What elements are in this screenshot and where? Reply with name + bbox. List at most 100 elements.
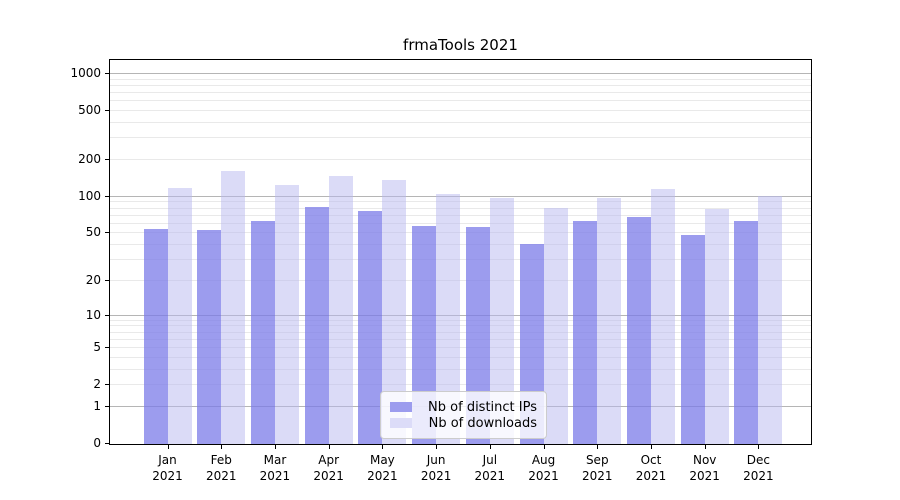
y-tick-mark: [105, 384, 109, 386]
minor-gridline: [110, 244, 811, 246]
y-tick-mark: [105, 443, 109, 444]
bar-sep-distinct-ips: [573, 221, 598, 444]
minor-gridline: [110, 338, 811, 340]
x-tick-mark: [543, 445, 545, 449]
minor-gridline: [110, 159, 811, 161]
minor-gridline: [110, 207, 811, 209]
y-tick-mark: [105, 405, 109, 407]
y-tick-label: 10: [85, 307, 101, 322]
x-tick-label-jan: Jan 2021: [152, 453, 183, 483]
x-tick-mark: [758, 445, 760, 449]
bar-dec-downloads: [758, 195, 783, 444]
x-tick-mark: [704, 445, 706, 449]
x-tick-label-feb: Feb 2021: [205, 453, 237, 483]
minor-gridline: [110, 100, 811, 102]
x-tick-label-jun: Jun 2021: [420, 453, 452, 483]
y-tick-mark: [105, 232, 109, 234]
minor-gridline: [110, 78, 811, 80]
legend-item-distinct-ips: Nb of distinct IPs: [390, 399, 537, 415]
bar-jan-downloads: [167, 188, 192, 444]
legend-swatch-downloads: [390, 418, 412, 428]
bar-apr-distinct-ips: [304, 207, 329, 444]
x-tick-label-dec: Dec 2021: [743, 453, 774, 483]
legend-label-downloads: Nb of downloads: [428, 415, 537, 431]
y-tick-label: 100: [78, 188, 101, 203]
y-tick-mark: [105, 110, 109, 112]
minor-gridline: [110, 232, 811, 234]
legend-swatch-distinct-ips: [390, 402, 412, 412]
x-tick-mark: [274, 445, 276, 449]
minor-gridline: [110, 137, 811, 139]
bar-oct-distinct-ips: [626, 217, 651, 444]
minor-gridline: [110, 110, 811, 112]
bar-mar-downloads: [274, 185, 299, 444]
y-tick-label: 5: [93, 340, 101, 355]
bar-feb-downloads: [221, 170, 246, 444]
chart-title: frmaTools 2021: [403, 36, 518, 54]
x-tick-mark: [221, 445, 223, 449]
x-tick-label-aug: Aug 2021: [528, 453, 559, 483]
x-tick-mark: [167, 445, 169, 449]
y-tick-label: 1: [93, 398, 101, 413]
minor-gridline: [110, 368, 811, 370]
minor-gridline: [110, 319, 811, 321]
bar-feb-distinct-ips: [197, 230, 222, 444]
minor-gridline: [110, 279, 811, 281]
x-tick-mark: [489, 445, 491, 449]
y-tick-label: 2: [93, 377, 101, 392]
x-tick-mark: [436, 445, 438, 449]
x-tick-label-sep: Sep 2021: [581, 453, 613, 483]
x-tick-label-oct: Oct 2021: [635, 453, 667, 483]
y-tick-mark: [105, 314, 109, 316]
y-tick-mark: [105, 73, 109, 75]
bar-dec-distinct-ips: [734, 220, 759, 444]
y-tick-label: 1000: [70, 66, 101, 81]
bar-oct-downloads: [650, 189, 675, 444]
x-tick-mark: [328, 445, 330, 449]
bar-mar-distinct-ips: [250, 221, 275, 444]
bar-aug-downloads: [543, 208, 568, 444]
minor-gridline: [110, 222, 811, 224]
y-tick-label: 50: [85, 225, 101, 240]
bar-sep-downloads: [597, 197, 622, 444]
major-gridline: [110, 73, 811, 75]
y-tick-mark: [105, 195, 109, 197]
minor-gridline: [110, 356, 811, 358]
minor-gridline: [110, 122, 811, 124]
bar-nov-downloads: [704, 209, 729, 444]
minor-gridline: [110, 325, 811, 327]
y-tick-label: 200: [78, 152, 101, 167]
major-gridline: [110, 314, 811, 316]
x-tick-mark: [650, 445, 652, 449]
y-tick-label: 20: [85, 272, 101, 287]
y-tick-mark: [105, 347, 109, 349]
x-tick-label-apr: Apr 2021: [313, 453, 344, 483]
major-gridline: [110, 195, 811, 197]
minor-gridline: [110, 92, 811, 94]
legend: Nb of distinct IPs Nb of downloads: [380, 391, 547, 439]
minor-gridline: [110, 384, 811, 386]
bar-jan-distinct-ips: [143, 229, 168, 444]
x-tick-label-jul: Jul 2021: [474, 453, 506, 483]
minor-gridline: [110, 259, 811, 261]
x-tick-label-nov: Nov 2021: [689, 453, 720, 483]
plot-area: [109, 59, 812, 445]
minor-gridline: [110, 201, 811, 203]
y-tick-mark: [105, 159, 109, 161]
minor-gridline: [110, 214, 811, 216]
bar-nov-distinct-ips: [680, 234, 705, 444]
x-tick-mark: [382, 445, 384, 449]
minor-gridline: [110, 331, 811, 333]
legend-label-distinct-ips: Nb of distinct IPs: [428, 399, 537, 415]
bar-apr-downloads: [328, 175, 353, 444]
y-tick-label: 500: [78, 103, 101, 118]
x-tick-label-may: May 2021: [367, 453, 398, 483]
x-tick-label-mar: Mar 2021: [259, 453, 291, 483]
x-tick-mark: [597, 445, 599, 449]
bar-may-distinct-ips: [358, 210, 383, 444]
y-tick-label: 0: [93, 436, 101, 450]
minor-gridline: [110, 347, 811, 349]
y-tick-mark: [105, 279, 109, 281]
minor-gridline: [110, 84, 811, 86]
